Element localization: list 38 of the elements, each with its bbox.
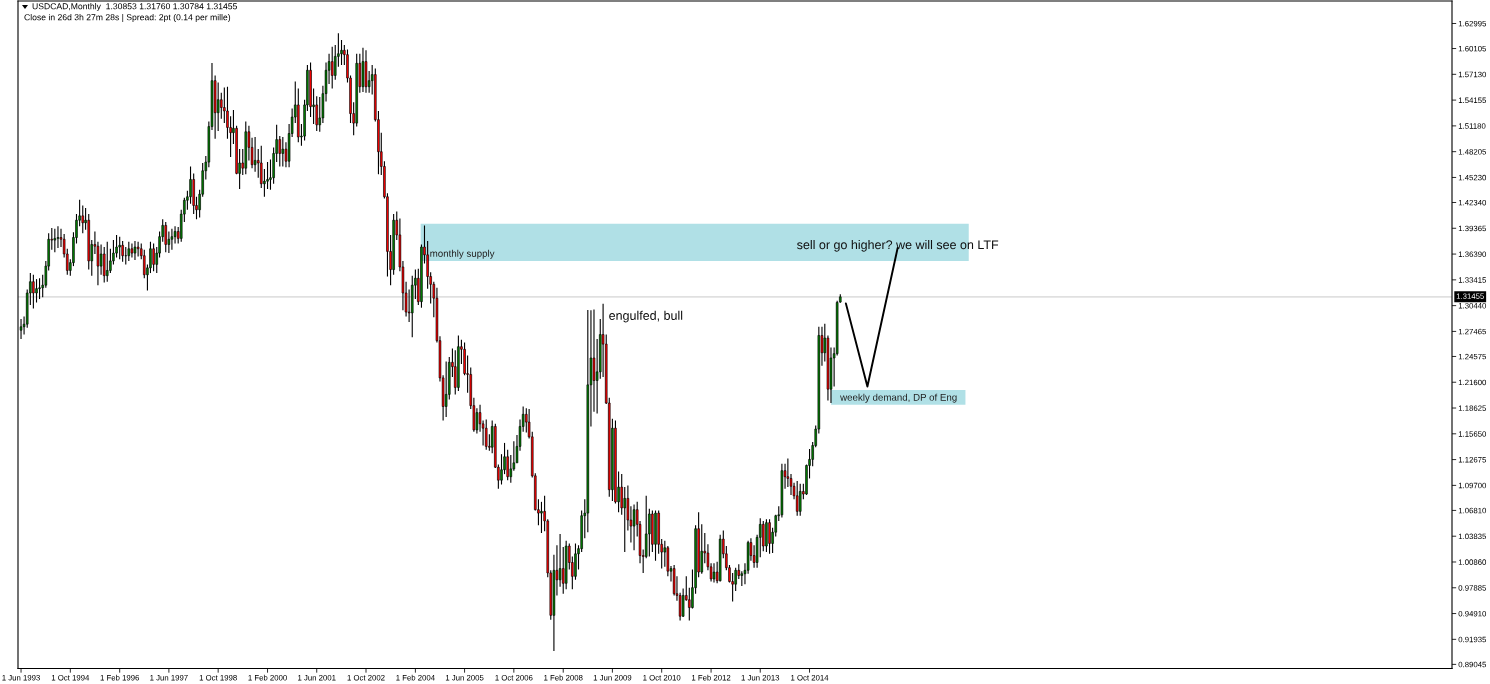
- candlestick: [130, 243, 134, 258]
- candlestick: [216, 81, 220, 132]
- chart-title: USDCAD,Monthly 1.30853 1.31760 1.30784 1.31455: [32, 2, 238, 12]
- candlestick: [106, 241, 109, 283]
- candlestick: [623, 486, 626, 553]
- band-label: weekly demand, DP of Eng: [840, 393, 957, 403]
- annotation: engulfed, bull: [609, 310, 683, 323]
- candlestick: [133, 240, 137, 261]
- candlestick: [768, 518, 771, 555]
- candlestick: [56, 225, 60, 249]
- candlestick: [220, 92, 223, 120]
- candlestick: [32, 274, 35, 310]
- candlestick: [632, 503, 636, 551]
- candlestick: [81, 204, 85, 234]
- candlestick: [765, 518, 768, 553]
- candlestick: [121, 240, 124, 263]
- candlestick: [118, 236, 121, 260]
- candlestick: [663, 540, 667, 568]
- candlestick: [278, 135, 282, 168]
- candlestick: [540, 501, 543, 534]
- candlestick: [700, 523, 704, 575]
- candlestick: [712, 562, 716, 583]
- candlestick: [152, 243, 155, 272]
- candlestick: [281, 136, 285, 168]
- text: Close in 26d 3h 27m 28s | Spread: 2pt (0.14 per mille): [24, 13, 231, 23]
- candlestick: [164, 221, 167, 253]
- candlestick: [654, 509, 657, 562]
- candlestick: [38, 277, 41, 300]
- candlestick: [454, 349, 457, 395]
- candlestick: [53, 228, 57, 253]
- candlestick: [35, 278, 38, 304]
- band-label: monthly supply: [430, 249, 495, 259]
- candlestick: [127, 241, 131, 262]
- annotation: sell or go higher? we will see on LTF: [797, 240, 999, 252]
- candlestick: [170, 228, 174, 251]
- candlestick: [444, 360, 448, 418]
- candlestick: [330, 46, 334, 90]
- candlestick: [102, 246, 106, 284]
